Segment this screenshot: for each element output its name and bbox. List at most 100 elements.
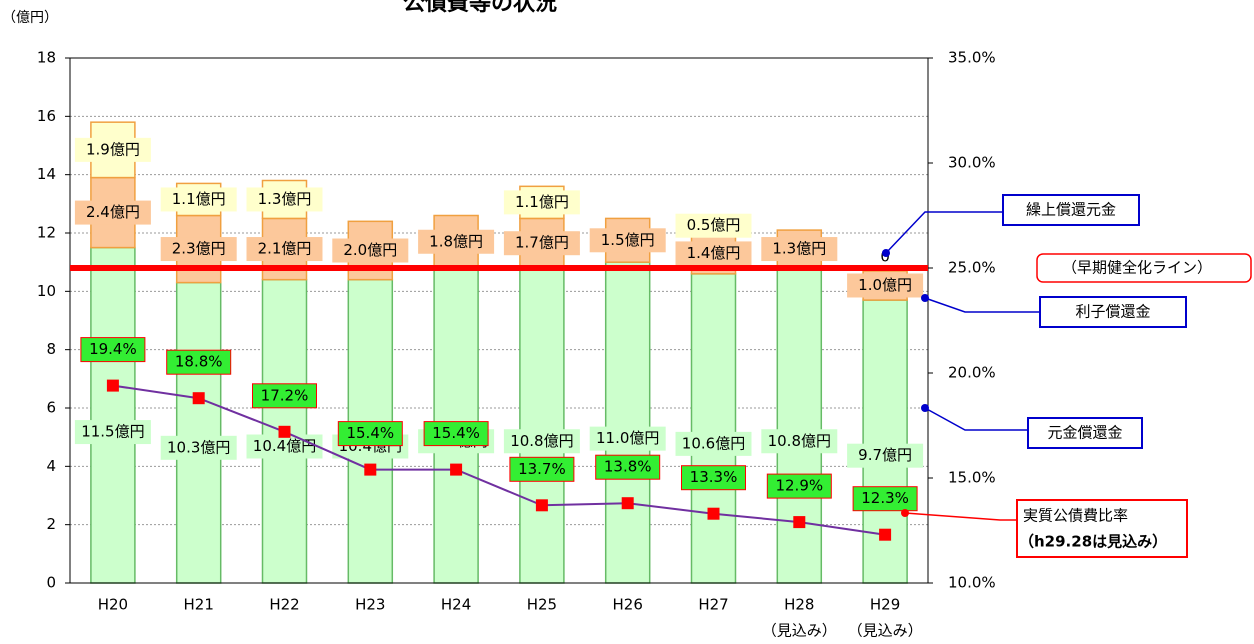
line xyxy=(112,384,886,536)
value-label: 12.3% xyxy=(861,489,909,507)
y2-tick-label: 10.0% xyxy=(948,574,996,592)
marker xyxy=(793,516,806,529)
value-label: 11.5億円 xyxy=(81,423,144,441)
chart-title: 公債費等の状況 xyxy=(403,0,557,16)
y-tick-label: 8 xyxy=(46,340,56,358)
label-box xyxy=(74,137,151,162)
value-label: 1.5億円 xyxy=(601,231,655,249)
label-box xyxy=(418,229,495,254)
bar-segment xyxy=(604,261,651,584)
value-label: 11.0億円 xyxy=(596,429,659,447)
value-label: 10.6億円 xyxy=(682,434,745,452)
y-tick-label: 0 xyxy=(46,574,56,592)
label-box xyxy=(160,237,237,262)
legend-box xyxy=(1016,499,1188,558)
label-box xyxy=(332,238,409,263)
x-tick-label: H29 xyxy=(870,596,900,614)
plot-border xyxy=(69,57,929,584)
y-tick-label: 4 xyxy=(46,457,56,475)
x-tick-label: H24 xyxy=(441,596,471,614)
y2-tick-label: 15.0% xyxy=(948,469,996,487)
callout-leader xyxy=(904,512,1017,521)
x-tick-label: H26 xyxy=(613,596,643,614)
x-tick-label: H28 xyxy=(784,596,814,614)
callout-leader xyxy=(924,297,1040,313)
callout-leader xyxy=(924,407,1028,431)
marker xyxy=(278,425,291,438)
reference-bracket xyxy=(1036,253,1252,283)
x-tick-label: H23 xyxy=(355,596,385,614)
bar-segment xyxy=(519,267,565,584)
marker xyxy=(535,499,548,512)
value-label: 1.9億円 xyxy=(86,140,140,158)
y-tick-label: 12 xyxy=(37,224,56,242)
y2-tick-label: 20.0% xyxy=(948,364,996,382)
value-label: 1.3億円 xyxy=(258,190,312,208)
value-label: 13.3% xyxy=(690,468,738,486)
value-label: 1.1億円 xyxy=(172,190,226,208)
label-box xyxy=(246,187,323,212)
value-label: 10.3億円 xyxy=(167,438,230,456)
bar-segment xyxy=(776,267,823,584)
value-label: 12.9% xyxy=(775,477,823,495)
value-label: 1.4億円 xyxy=(687,244,741,262)
value-label: 0.5億円 xyxy=(687,216,741,234)
value-label: 13.8% xyxy=(604,458,652,476)
value-label: 13.7% xyxy=(518,460,566,478)
label-box xyxy=(166,349,232,375)
label-box xyxy=(847,443,924,468)
label-box xyxy=(595,454,661,480)
y-tick-label: 18 xyxy=(37,49,56,67)
value-label: 10.8億円 xyxy=(768,432,831,450)
value-label: 1.0億円 xyxy=(858,276,912,294)
legend-label: 繰上償還元金 xyxy=(1026,201,1116,219)
label-box xyxy=(589,228,666,253)
label-box xyxy=(246,237,323,262)
value-label: 15.4% xyxy=(346,424,394,442)
value-label: 18.8% xyxy=(175,353,223,371)
label-box xyxy=(503,429,580,454)
x-tick-label: H20 xyxy=(98,596,128,614)
label-box xyxy=(503,190,580,215)
legend-box xyxy=(1039,296,1187,328)
value-label: 10.8億円 xyxy=(510,432,573,450)
y2-tick-label: 25.0% xyxy=(948,259,996,277)
label-box xyxy=(337,421,403,447)
callout-dot xyxy=(921,294,929,302)
bar-segment xyxy=(690,273,737,584)
callout-dot xyxy=(882,249,890,257)
callout-leader xyxy=(885,211,1003,254)
y-tick-label: 14 xyxy=(37,165,56,183)
label-box xyxy=(681,465,746,491)
label-box xyxy=(252,383,317,409)
y2-tick-label: 35.0% xyxy=(948,49,996,67)
value-label: 1.7億円 xyxy=(515,234,569,252)
marker xyxy=(106,379,119,392)
y-axis-label: （億円） xyxy=(2,10,58,26)
x-tick-label: H25 xyxy=(527,596,557,614)
y-tick-label: 16 xyxy=(37,107,56,125)
marker xyxy=(364,463,377,476)
marker xyxy=(879,528,892,541)
label-box xyxy=(766,473,832,499)
marker xyxy=(707,507,720,520)
label-box xyxy=(852,486,918,512)
value-label: 2.4億円 xyxy=(86,203,140,221)
x-tick-label: H22 xyxy=(269,596,299,614)
x-tick-sublabel: （見込み） xyxy=(762,622,837,640)
legend-label: 実質公債費比率 xyxy=(1023,507,1128,525)
value-label: 1.1億円 xyxy=(515,193,569,211)
y-tick-label: 10 xyxy=(37,282,56,300)
label-box xyxy=(675,431,752,456)
label-box xyxy=(761,237,838,262)
label-box xyxy=(80,337,146,363)
label-box xyxy=(74,200,151,225)
marker xyxy=(621,497,634,510)
label-box xyxy=(423,421,489,447)
label-box xyxy=(847,273,924,298)
bar-segment xyxy=(175,281,222,584)
value-label: 9.7億円 xyxy=(858,446,912,464)
label-box xyxy=(503,231,580,256)
value-label: 2.0億円 xyxy=(343,241,397,259)
value-label: 19.4% xyxy=(89,340,137,358)
